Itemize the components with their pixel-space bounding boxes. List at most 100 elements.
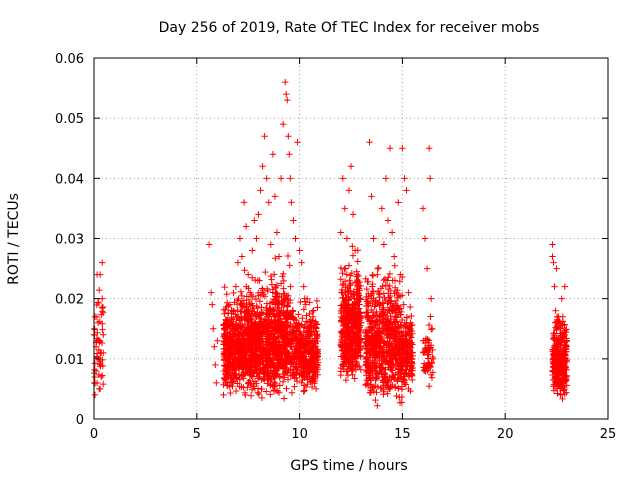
data-point — [252, 295, 260, 303]
data-point — [403, 321, 410, 329]
data-point — [221, 310, 228, 318]
data-point — [247, 363, 254, 370]
data-point — [309, 308, 316, 316]
data-point — [372, 354, 379, 361]
data-point — [388, 306, 395, 313]
data-point — [230, 307, 238, 314]
data-point — [342, 291, 349, 298]
data-point — [383, 331, 390, 338]
data-point — [387, 360, 395, 367]
data-point — [427, 295, 435, 302]
data-point — [259, 333, 266, 340]
data-point — [351, 278, 359, 286]
data-point — [229, 382, 236, 390]
x-axis-label: GPS time / hours — [290, 458, 407, 474]
data-point — [238, 253, 246, 260]
data-point — [94, 319, 102, 326]
data-point — [228, 325, 235, 332]
data-point — [249, 373, 257, 380]
data-point — [341, 349, 349, 357]
data-point — [379, 349, 386, 356]
data-point — [242, 340, 249, 347]
data-point — [342, 323, 350, 330]
data-point — [402, 331, 410, 338]
data-point — [349, 211, 357, 218]
data-point — [370, 312, 377, 320]
data-point — [555, 371, 562, 379]
data-point — [302, 301, 309, 308]
data-point — [93, 354, 101, 361]
data-point — [561, 342, 568, 349]
data-point — [249, 329, 256, 336]
data-point — [370, 295, 377, 302]
data-point — [380, 391, 387, 398]
data-point — [268, 348, 276, 355]
data-point — [563, 326, 570, 333]
data-point — [276, 374, 284, 382]
data-point — [254, 309, 261, 316]
data-point — [393, 344, 401, 352]
data-point — [341, 205, 349, 212]
data-point — [381, 359, 389, 366]
data-point — [400, 362, 407, 370]
data-point — [243, 293, 251, 300]
data-point — [372, 362, 379, 370]
data-point — [91, 313, 99, 320]
data-point — [342, 332, 349, 340]
data-point — [554, 390, 561, 397]
data-point — [407, 319, 414, 326]
data-point — [260, 375, 267, 382]
data-point — [247, 301, 254, 308]
data-point — [265, 199, 272, 206]
data-point — [249, 321, 257, 328]
data-point — [402, 329, 409, 337]
data-point — [210, 325, 217, 332]
data-point — [349, 371, 356, 378]
data-point — [270, 271, 278, 278]
data-point — [275, 304, 282, 311]
data-point — [227, 389, 234, 397]
data-point — [272, 290, 279, 297]
data-point — [409, 367, 416, 374]
data-point — [291, 383, 298, 390]
x-tick-label: 5 — [193, 427, 201, 442]
data-point — [236, 317, 243, 324]
data-point — [272, 387, 280, 394]
data-point — [280, 312, 288, 319]
y-axis-label: ROTI / TECUs — [6, 193, 22, 285]
data-point — [91, 373, 98, 381]
data-point — [382, 316, 389, 323]
data-point — [352, 351, 359, 358]
data-point — [212, 361, 219, 369]
data-point — [345, 334, 352, 341]
data-point — [224, 367, 232, 374]
data-point — [292, 335, 299, 342]
data-point — [289, 315, 297, 322]
data-point — [235, 344, 242, 351]
data-point — [369, 358, 376, 366]
data-point — [275, 311, 283, 319]
data-point — [563, 382, 571, 389]
data-point — [409, 360, 416, 368]
data-point — [241, 370, 249, 378]
data-point — [384, 338, 391, 345]
data-point — [383, 355, 391, 362]
data-point — [214, 337, 221, 344]
data-point — [243, 308, 250, 315]
data-point — [406, 303, 414, 311]
data-point — [248, 386, 256, 393]
data-point — [266, 305, 274, 313]
data-point — [351, 300, 359, 307]
data-point — [407, 341, 415, 348]
data-point — [272, 300, 280, 307]
data-point — [263, 175, 270, 182]
chart-title: Day 256 of 2019, Rate Of TEC Index for r… — [159, 20, 540, 36]
data-point — [338, 315, 346, 323]
data-point — [376, 293, 383, 301]
data-point — [399, 145, 406, 152]
data-point — [362, 343, 369, 350]
data-point — [552, 362, 559, 369]
data-point — [356, 322, 363, 330]
data-point — [345, 187, 353, 194]
data-point — [237, 308, 244, 315]
